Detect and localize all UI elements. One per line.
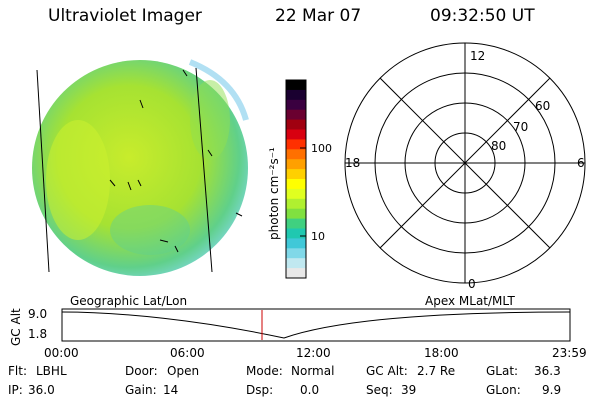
status-mode-key: Mode:: [246, 364, 283, 378]
colorbar-segment: [286, 208, 306, 220]
colorbar-segment: [286, 268, 306, 279]
colorbar-unit-label: photon cm⁻²s⁻¹: [267, 147, 281, 240]
colorbar-segment: [286, 198, 306, 210]
altitude-timeline: [61, 308, 571, 342]
geographic-label: Geographic Lat/Lon: [70, 294, 187, 308]
mlt-label-6: 6: [577, 156, 585, 170]
status-gain-key: Gain:: [125, 383, 157, 397]
earth-disk-image: [32, 59, 249, 276]
x-tick-0600: 06:00: [170, 346, 205, 360]
status-flt-value: LBHL: [36, 364, 67, 378]
status-glat-value: 36.3: [534, 364, 561, 378]
colorbar-segment: [286, 149, 306, 160]
polar-plot: [344, 42, 586, 284]
x-tick-2359: 23:59: [552, 346, 587, 360]
colorbar-segment: [286, 179, 306, 190]
status-dsp-key: Dsp:: [246, 383, 274, 397]
colorbar-segment: [286, 80, 306, 91]
status-gcalt-key: GC Alt:: [366, 364, 408, 378]
mlt-label-12: 12: [470, 49, 485, 63]
gc-alt-axis-label: GC Alt: [9, 308, 23, 346]
mlt-label-18: 18: [345, 156, 360, 170]
colorbar-segment: [286, 89, 306, 101]
status-dsp-value: 0.0: [300, 383, 320, 397]
colorbar-segment: [286, 169, 306, 180]
status-seq-key: Seq:: [366, 383, 393, 397]
status-seq-value: 39: [401, 383, 417, 397]
status-flt-key: Flt:: [8, 364, 27, 378]
apex-label: Apex MLat/MLT: [425, 294, 515, 308]
colorbar-segment: [286, 129, 306, 140]
colorbar-segment: [286, 228, 306, 239]
colorbar-segment: [286, 109, 306, 121]
lat-label-60: 60: [535, 99, 550, 113]
colorbar: [285, 79, 307, 279]
colorbar-segment: [286, 238, 306, 249]
lat-label-70: 70: [513, 120, 528, 134]
colorbar-segment: [286, 139, 306, 150]
colorbar-border: [285, 79, 307, 279]
mlt-label-0: 0: [468, 277, 476, 291]
date-label: 22 Mar 07: [275, 6, 362, 26]
status-gcalt-value: 2.7 Re: [417, 364, 456, 378]
colorbar-segment: [286, 188, 306, 200]
colorbar-tick-100: 100: [311, 142, 332, 155]
colorbar-segment: [286, 248, 306, 259]
status-glat-key: GLat:: [486, 364, 519, 378]
colorbar-segment: [286, 218, 306, 229]
status-glon-key: GLon:: [486, 383, 521, 397]
colorbar-segment: [286, 159, 306, 170]
status-glon-value: 9.9: [542, 383, 562, 397]
colorbar-segment: [286, 99, 306, 111]
y-tick-1-8: 1.8: [28, 327, 47, 341]
y-tick-9: 9.0: [28, 307, 47, 321]
status-door-key: Door:: [125, 364, 158, 378]
colorbar-tick-10: 10: [311, 230, 325, 243]
lat-label-80: 80: [491, 139, 506, 153]
colorbar-segment: [286, 119, 306, 130]
instrument-title: Ultraviolet Imager: [48, 6, 202, 26]
x-tick-0000: 00:00: [44, 346, 79, 360]
x-tick-1200: 12:00: [296, 346, 331, 360]
x-tick-1800: 18:00: [424, 346, 459, 360]
time-label: 09:32:50 UT: [430, 6, 535, 26]
status-ip-value: 36.0: [28, 383, 55, 397]
colorbar-segment: [286, 258, 306, 269]
status-ip-key: IP:: [8, 383, 23, 397]
status-gain-value: 14: [163, 383, 179, 397]
status-door-value: Open: [167, 364, 200, 378]
status-mode-value: Normal: [291, 364, 335, 378]
